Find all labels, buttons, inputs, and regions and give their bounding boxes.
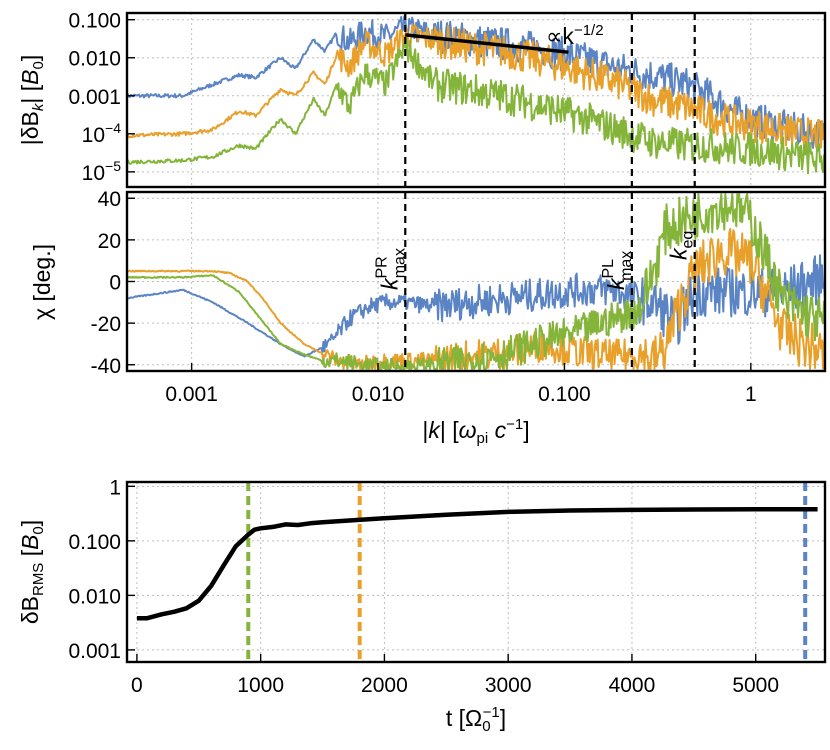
spectrum-ytick-label: 10−5	[82, 158, 122, 185]
rms-frame	[125, 480, 827, 664]
rms-xtick-label: 4000	[609, 674, 656, 697]
time-xlabel: t [Ω0−1]	[446, 704, 506, 735]
rms-ytick-label: 0.001	[68, 640, 121, 663]
k-xlabel: |k| [ωpi c−1]	[422, 416, 529, 447]
rms-ytick-label: 0.100	[68, 531, 121, 554]
rms-series	[136, 506, 818, 621]
rms-xtick-label: 1000	[237, 674, 284, 697]
marker-label: keq	[666, 231, 697, 260]
spectrum-panel: 0.100 0.010 0.001 10−4 10−5 ∝k−1/2 |δBk| [B0…	[17, 10, 827, 189]
fit-annotation: ∝k−1/2	[546, 22, 604, 49]
rms-ytick-label: 0.010	[68, 585, 121, 608]
rms-ylabel: δBRMS [B0]	[17, 520, 47, 624]
spectrum-frame	[125, 11, 827, 189]
rms-xtick-label: 3000	[485, 674, 532, 697]
spectrum-ylabel: |δBk| [B0]	[17, 55, 47, 145]
chi-ytick-label: 40	[98, 188, 121, 211]
rms-ytick-label: 1	[109, 476, 121, 499]
spectrum-ytick-label: 0.001	[68, 86, 121, 109]
chi-ytick-label: 0	[109, 272, 121, 295]
chi-ylabel: χ [deg.]	[29, 244, 55, 320]
rms-panel: 1 0.100 0.010 0.001 0 1000 2000 3000 4000 5000 δB…	[17, 476, 827, 735]
chi-ytick-label: -20	[91, 313, 121, 336]
chi-series-blue	[126, 254, 826, 358]
fit-line	[405, 33, 569, 54]
chi-xtick-label: 0.001	[165, 383, 218, 406]
spectrum-ytick-label: 0.010	[68, 48, 121, 71]
spectrum-series-orange	[126, 23, 826, 153]
chi-xtick-label: 0.010	[352, 383, 405, 406]
spectrum-ytick-label: 10−4	[82, 120, 122, 147]
spectrum-ytick-label: 0.100	[68, 10, 121, 33]
chi-panel: 40 20 0 -20 -40 0.001 0.010 0.100 1 kPRmax kPLmax…	[29, 188, 827, 447]
chi-series-green	[126, 193, 826, 370]
chi-ytick-label: 20	[98, 230, 121, 253]
rms-xtick-label: 2000	[361, 674, 408, 697]
marker-label: kPLmax	[600, 251, 635, 290]
spectrum-series-green	[126, 35, 826, 175]
marker-label: kPRmax	[373, 248, 408, 290]
chi-xtick-label: 1	[745, 383, 757, 406]
rms-xtick-label: 0	[131, 674, 143, 697]
chi-xtick-label: 0.100	[538, 383, 591, 406]
rms-xtick-label: 5000	[732, 674, 779, 697]
chi-ytick-label: -40	[91, 355, 121, 378]
